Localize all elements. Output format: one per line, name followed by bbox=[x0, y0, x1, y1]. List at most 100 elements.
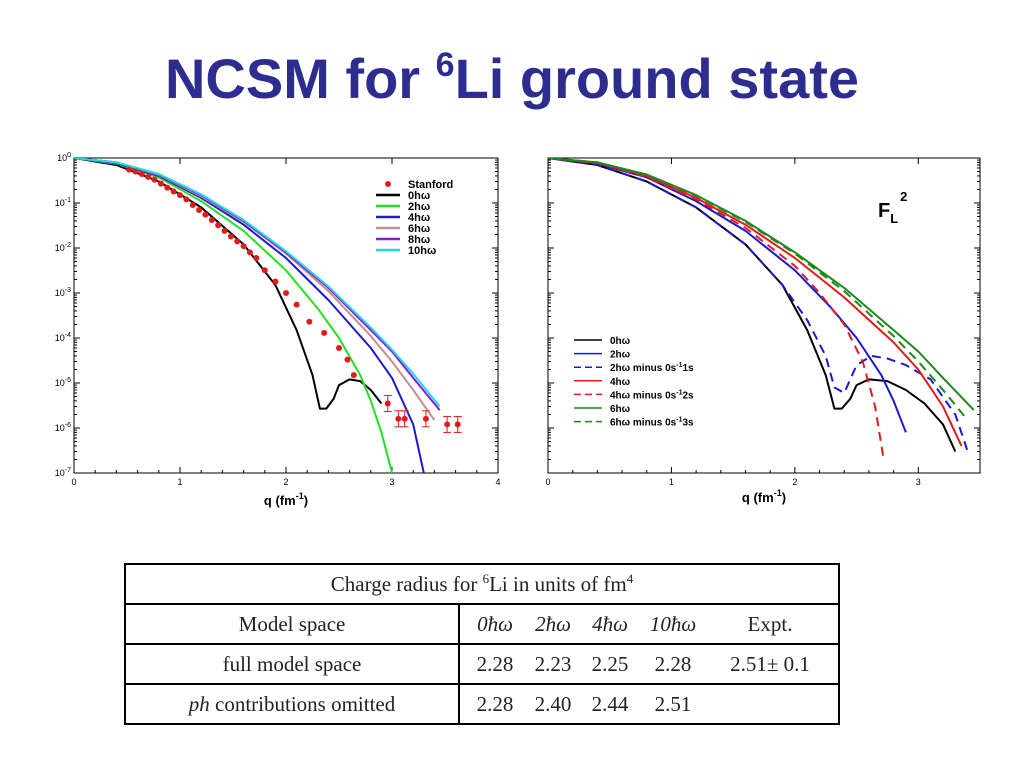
data-point bbox=[132, 168, 139, 175]
row-values: 2.28 2.23 2.25 2.28 2.51± 0.1 bbox=[458, 643, 840, 685]
series-line bbox=[548, 158, 969, 452]
x-tick-label: 0 bbox=[545, 477, 550, 487]
data-point bbox=[246, 249, 253, 256]
data-point bbox=[344, 356, 351, 363]
data-point bbox=[336, 344, 342, 351]
data-point bbox=[253, 254, 260, 261]
table-header-row: Model space 0ħω 2ħω 4ħω 10ħω Expt. bbox=[124, 603, 840, 645]
row-label: full model space bbox=[124, 643, 460, 685]
series-line bbox=[74, 158, 441, 408]
cell-value: 2.23 bbox=[534, 651, 572, 676]
cell-value: 2.25 bbox=[591, 651, 629, 676]
charge-radius-table: Charge radius for 6Li in units of fm4 Mo… bbox=[124, 563, 840, 725]
y-tick-label: 10-6 bbox=[55, 422, 71, 433]
points-group bbox=[126, 166, 462, 433]
y-tick-label: 10-1 bbox=[55, 197, 71, 208]
data-point bbox=[384, 400, 391, 407]
title-prefix: NCSM for bbox=[164, 47, 436, 110]
header-value: 10ħω bbox=[649, 611, 697, 636]
legend-label: 2hω bbox=[408, 201, 430, 213]
series-line bbox=[74, 158, 393, 473]
x-tick-label: 1 bbox=[669, 477, 674, 487]
data-point bbox=[215, 222, 222, 229]
header-values: 0ħω 2ħω 4ħω 10ħω Expt. bbox=[458, 603, 840, 645]
cell-value: 2.28 bbox=[476, 651, 514, 676]
cell-value: 2.28 bbox=[654, 651, 692, 676]
series-line bbox=[548, 158, 885, 460]
data-point bbox=[177, 192, 183, 199]
data-point bbox=[350, 372, 357, 379]
x-tick-label: 3 bbox=[389, 477, 394, 487]
legend-label: 8hω bbox=[408, 234, 430, 246]
y-tick-label: 10-2 bbox=[55, 242, 71, 253]
data-point bbox=[261, 267, 268, 274]
legend-label: 0hω bbox=[408, 190, 430, 202]
data-point bbox=[164, 184, 171, 191]
header-value: 0ħω bbox=[477, 611, 513, 636]
data-point bbox=[444, 421, 451, 428]
data-point bbox=[395, 415, 402, 422]
cell-value: 2.40 bbox=[534, 691, 572, 716]
legend-label: 6hω bbox=[408, 223, 430, 235]
data-point bbox=[454, 421, 461, 428]
cell-value: 2.51± 0.1 bbox=[730, 651, 810, 676]
y-tick-label: 100 bbox=[57, 152, 71, 163]
data-point bbox=[151, 176, 158, 183]
data-point bbox=[234, 238, 241, 245]
legend-label: 6hω bbox=[610, 404, 631, 415]
data-point bbox=[240, 243, 247, 250]
data-point bbox=[321, 329, 328, 336]
data-point bbox=[138, 171, 145, 178]
header-value: 2ħω bbox=[535, 611, 571, 636]
data-point bbox=[422, 415, 429, 422]
x-axis-label: q (fm-1) bbox=[742, 488, 786, 505]
title-suffix: Li ground state bbox=[454, 47, 860, 110]
table-row: full model space 2.28 2.23 2.25 2.28 2.5… bbox=[124, 643, 840, 685]
legend-label: 6hω minus 0s-13s bbox=[610, 417, 694, 429]
x-axis-label: q (fm-1) bbox=[264, 491, 308, 508]
data-point bbox=[170, 188, 177, 195]
x-tick-label: 2 bbox=[283, 477, 288, 487]
series-line bbox=[548, 158, 957, 452]
y-tick-label: 10-3 bbox=[55, 287, 71, 298]
cell-value: 2.28 bbox=[476, 691, 514, 716]
data-point bbox=[293, 301, 300, 308]
data-point bbox=[126, 166, 133, 173]
data-point bbox=[401, 415, 408, 422]
tick-group: 0 1 2 3 4 100 10-1 10-2 10-3 10-4 10-5 10-6 10-7 bbox=[55, 152, 501, 487]
legend-marker bbox=[385, 181, 391, 187]
data-point bbox=[157, 180, 164, 187]
left-form-factor-chart: 0 1 2 3 4 100 10-1 10-2 10-3 10-4 10-5 10-6 10-7 Sta… bbox=[55, 152, 501, 508]
y-tick-label: 10-4 bbox=[55, 332, 71, 343]
header-value: 4ħω bbox=[592, 611, 628, 636]
series-group bbox=[548, 158, 975, 460]
title-superscript: 6 bbox=[435, 46, 455, 84]
data-point bbox=[208, 216, 215, 223]
table-row: ph contributions omitted 2.28 2.40 2.44 … bbox=[124, 683, 840, 725]
slide-title: NCSM for 6Li ground state bbox=[0, 30, 1024, 114]
tick-group: 0 1 2 3 bbox=[545, 157, 980, 487]
data-point bbox=[306, 318, 313, 325]
row-label: ph contributions omitted bbox=[124, 683, 460, 725]
data-point bbox=[227, 233, 234, 240]
data-point bbox=[272, 278, 279, 285]
series-group bbox=[74, 158, 441, 473]
fl2-annotation: FL2 bbox=[878, 189, 907, 226]
cell-value: 2.51 bbox=[654, 691, 692, 716]
data-point bbox=[145, 173, 152, 180]
series-line bbox=[548, 158, 969, 421]
legend-label: 2hω bbox=[610, 350, 631, 361]
y-tick-label: 10-7 bbox=[55, 467, 71, 478]
table-title-row: Charge radius for 6Li in units of fm4 bbox=[124, 563, 840, 605]
legend-label: 4hω bbox=[408, 212, 430, 224]
data-point bbox=[189, 202, 196, 209]
header-value: Expt. bbox=[747, 611, 793, 636]
legend-label: 4hω minus 0s-12s bbox=[610, 389, 694, 401]
data-point bbox=[283, 290, 289, 296]
y-tick-label: 10-5 bbox=[55, 377, 71, 388]
plot-frame bbox=[73, 157, 499, 474]
data-point bbox=[221, 227, 228, 234]
data-point bbox=[196, 206, 203, 213]
